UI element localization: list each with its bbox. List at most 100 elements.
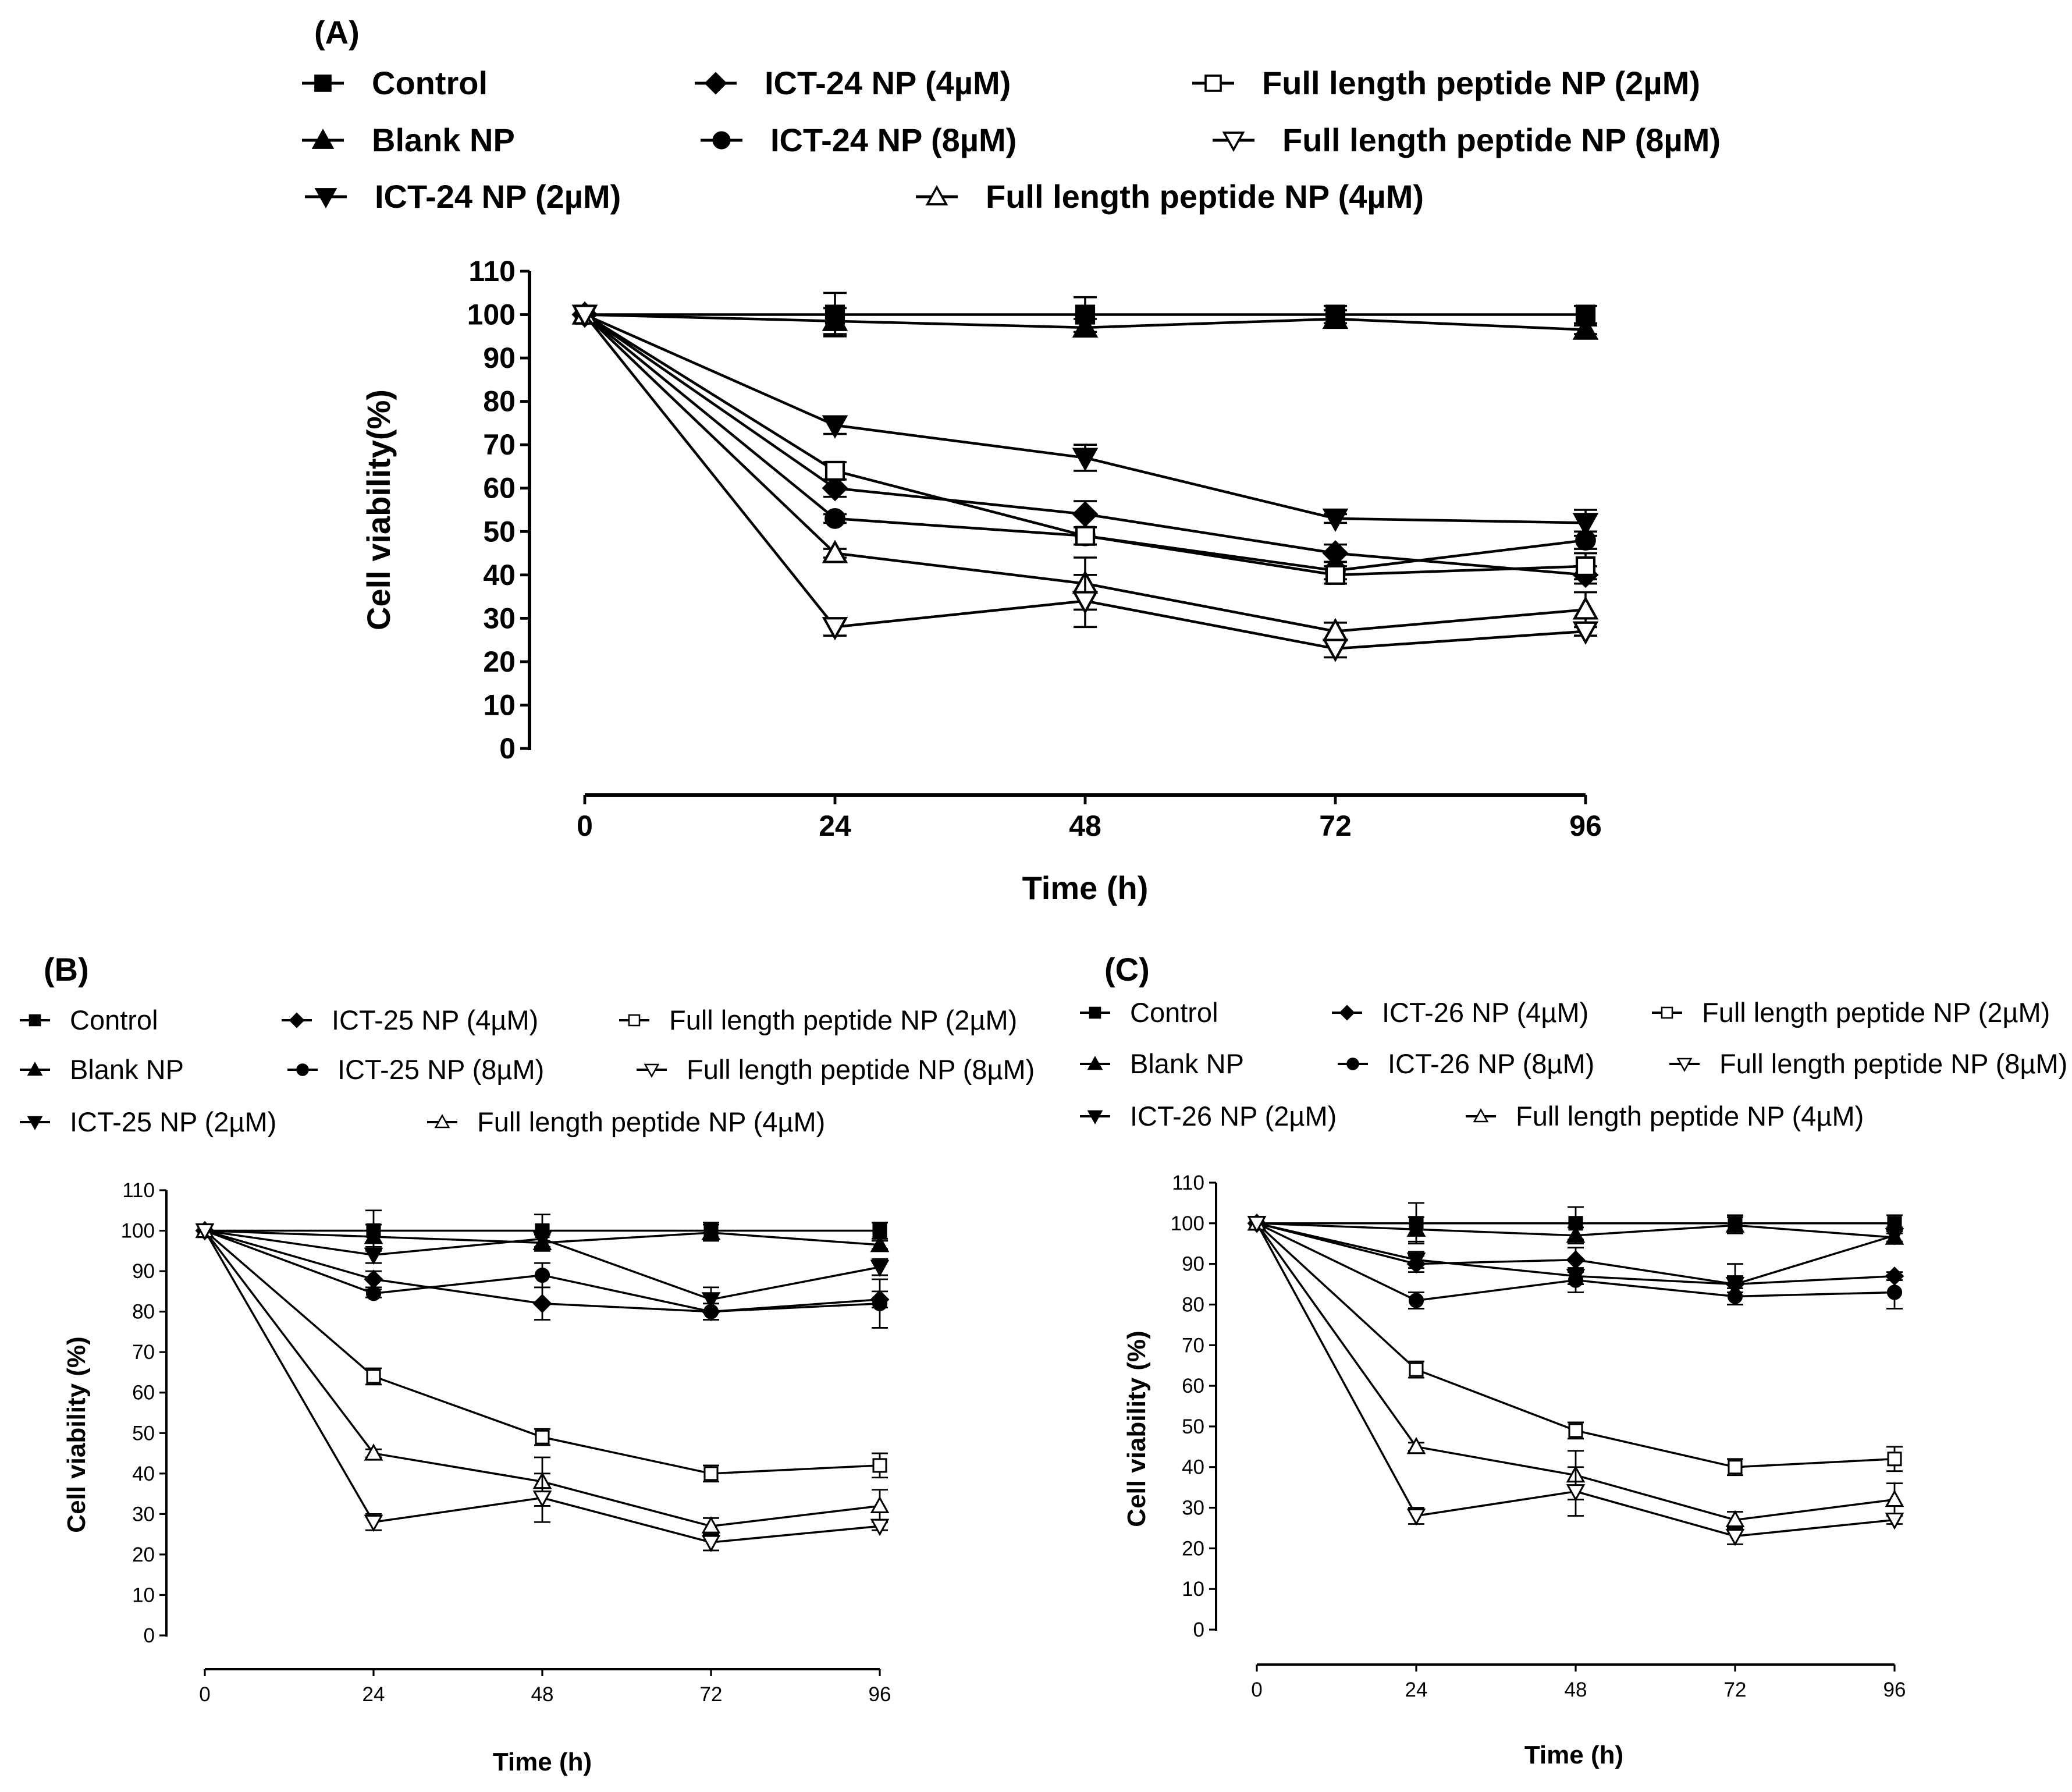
series-5 (574, 304, 1597, 585)
y-tick-label: 90 (483, 342, 516, 374)
series-4 (1249, 1215, 1903, 1310)
legend-marker (1473, 1108, 1489, 1123)
legend-label: Full length peptide NP (2µM) (1702, 997, 2050, 1028)
data-point (532, 1294, 552, 1314)
legend-label: Full length peptide NP (2µM) (669, 1005, 1017, 1035)
y-axis: 0 10 20 30 40 50 60 70 80 90 100 110 (467, 255, 531, 765)
data-point (822, 540, 848, 563)
legend-label: Full length peptide NP (2µM) (1262, 65, 1700, 101)
legend-label: ICT-24 NP (8µM) (770, 122, 1017, 158)
data-point (822, 307, 848, 331)
x-tick-label: 72 (1724, 1679, 1747, 1701)
y-tick-label: 40 (132, 1463, 155, 1485)
y-tick-label: 20 (1182, 1537, 1204, 1560)
legend-label: ICT-25 NP (4µM) (332, 1005, 538, 1035)
legend-item: ICT-25 NP (8µM) (287, 1054, 544, 1085)
y-tick-label: 60 (132, 1382, 155, 1404)
y-tick-label: 10 (483, 689, 516, 721)
legend-marker (314, 74, 332, 92)
x-tick-label: 24 (362, 1683, 385, 1706)
series-4 (197, 1223, 888, 1329)
legend-marker (289, 1012, 305, 1028)
legend-item: Full length peptide NP (2µM) (619, 1005, 1017, 1035)
legend-label: Full length peptide NP (4µM) (986, 178, 1424, 215)
x-tick-label: 0 (199, 1683, 210, 1706)
data-point (1322, 638, 1349, 662)
legend-item: Control (20, 1005, 158, 1035)
legend-marker (434, 1114, 450, 1129)
data-point (571, 304, 598, 328)
data-point (1885, 1512, 1904, 1530)
y-tick-label: 10 (132, 1584, 155, 1606)
y-tick-label: 70 (483, 428, 516, 461)
data-point (1406, 1508, 1426, 1526)
y-tick-label: 20 (132, 1543, 155, 1566)
data-point (824, 508, 845, 529)
y-axis-title: Cell viability (%) (62, 1336, 91, 1532)
data-point (1406, 1254, 1426, 1274)
x-axis-title: Time (h) (1524, 1741, 1623, 1769)
panel-label: (A) (314, 14, 360, 51)
legend-label: ICT-24 NP (2µM) (375, 178, 621, 215)
data-point (1325, 565, 1346, 585)
data-point (872, 1296, 888, 1311)
data-point (872, 1458, 887, 1473)
panel-c: (C) Control ICT-26 NP (4µM) Full length pep… (1080, 951, 2067, 1769)
y-tick-label: 30 (483, 602, 516, 634)
legend-marker (644, 1063, 660, 1078)
y-tick-label: 10 (1182, 1578, 1204, 1601)
legend-item: Full length peptide NP (4µM) (916, 178, 1424, 215)
x-tick-label: 96 (1883, 1679, 1906, 1701)
legend-item: ICT-24 NP (8µM) (701, 122, 1017, 158)
data-point (1885, 1489, 1904, 1507)
series-layer (1247, 1202, 1904, 1546)
data-point (701, 1535, 721, 1552)
x-tick-label: 96 (869, 1683, 891, 1706)
data-point (535, 1429, 550, 1445)
x-axis: 0 24 48 72 96 (1251, 1663, 1906, 1701)
y-axis: 0 10 20 30 40 50 60 70 80 90 100 110 (1171, 1172, 1217, 1641)
legend-label: Full length peptide NP (4µM) (477, 1106, 825, 1137)
y-tick-label: 0 (144, 1624, 155, 1647)
legend-item: Full length peptide NP (8µM) (637, 1054, 1035, 1085)
data-point (701, 1516, 721, 1534)
data-point (870, 1496, 890, 1513)
data-point (532, 1231, 552, 1249)
legend-marker (1676, 1058, 1693, 1072)
data-point (1572, 621, 1599, 645)
y-axis-title: Cell viability (%) (1122, 1330, 1151, 1527)
x-axis-title: Time (h) (493, 1748, 592, 1776)
data-point (1887, 1452, 1902, 1467)
series-7 (1247, 1216, 1904, 1546)
legend-item: Blank NP (1080, 1048, 1244, 1079)
legend-item: Full length peptide NP (4µM) (427, 1106, 825, 1137)
data-point (364, 1443, 383, 1461)
x-axis: 0 24 48 72 96 (199, 1668, 891, 1706)
data-point (1072, 448, 1099, 471)
legend-marker (1339, 1005, 1355, 1021)
y-tick-label: 30 (132, 1503, 155, 1525)
data-point (822, 617, 848, 641)
legend-marker (925, 185, 948, 205)
y-tick-label: 110 (468, 255, 516, 288)
legend-marker (712, 131, 731, 150)
legend-label: ICT-25 NP (8µM) (337, 1054, 544, 1085)
legend-item: Control (302, 65, 488, 101)
y-tick-label: 0 (1193, 1619, 1204, 1641)
data-point (1072, 501, 1099, 527)
y-tick-label: 110 (1172, 1172, 1204, 1194)
y-tick-label: 110 (122, 1179, 155, 1202)
data-point (534, 1267, 550, 1283)
legend-item: Control (1080, 997, 1218, 1028)
data-point (364, 1269, 383, 1289)
y-tick-label: 100 (1171, 1212, 1204, 1235)
legend: Control ICT-25 NP (4µM) Full length peptid… (20, 1005, 1035, 1137)
legend-item: Full length peptide NP (2µM) (1652, 997, 2050, 1028)
legend-label: ICT-24 NP (4µM) (765, 65, 1011, 101)
data-point (365, 1286, 382, 1301)
legend-item: Blank NP (302, 122, 515, 158)
legend-label: ICT-26 NP (2µM) (1130, 1101, 1337, 1131)
data-point (1072, 314, 1099, 338)
data-point (701, 1292, 721, 1310)
